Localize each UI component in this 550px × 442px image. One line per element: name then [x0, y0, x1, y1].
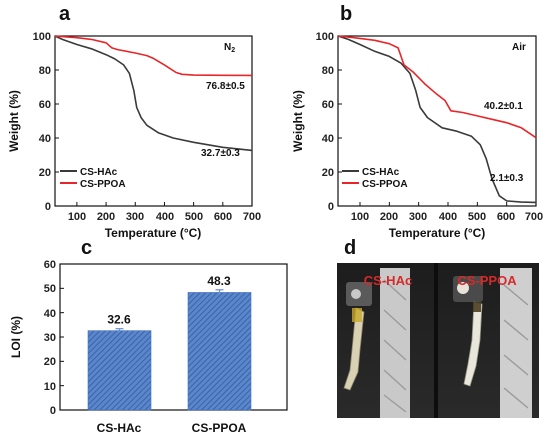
- right-sample-film: [463, 301, 483, 387]
- x-tick-a-400: 400: [156, 211, 174, 223]
- x-tick-b-400: 400: [439, 211, 457, 223]
- y-tick-b-0: 0: [328, 201, 334, 213]
- atmosphere-label-a: N2: [224, 42, 235, 54]
- x-tick-a-100: 100: [68, 211, 86, 223]
- legend-label-hac-b: CS-HAc: [362, 167, 400, 178]
- residue-label-ppoa-b: 40.2±0.1: [484, 101, 523, 112]
- photo-divider: [434, 263, 438, 418]
- atmosphere-label-b: Air: [512, 42, 526, 53]
- y-tick-a-100: 100: [33, 31, 51, 43]
- y-axis-label-c: LOI (%): [9, 316, 23, 358]
- x-tick-b-600: 600: [497, 211, 515, 223]
- y-tick-b-80: 80: [322, 65, 334, 77]
- right-support-texture: [503, 284, 529, 409]
- x-tick-b-500: 500: [468, 211, 486, 223]
- panel-letter-d: d: [344, 237, 356, 259]
- tga-chart-n2: 0 20 40 60 80 100 100 200 300 400 500 60…: [7, 31, 261, 240]
- panel-letter-c: c: [81, 237, 92, 259]
- x-category-cs-ppoa: CS-PPOA: [192, 421, 247, 435]
- y-tick-c-40: 40: [44, 308, 56, 320]
- series-line-cs-ppoa-b: [337, 35, 537, 139]
- left-char-zone: [352, 308, 362, 322]
- series-line-cs-ppoa-a: [54, 35, 253, 77]
- bar-value-cs-ppoa: 48.3: [207, 274, 231, 288]
- y-tick-c-30: 30: [44, 332, 56, 344]
- right-char-zone: [473, 302, 481, 312]
- x-tick-a-700: 700: [243, 211, 261, 223]
- y-tick-a-0: 0: [45, 201, 51, 213]
- photo-label-left: CS-HAc: [364, 273, 412, 288]
- photo-label-right: CS-PPOA: [457, 273, 517, 288]
- legend-label-hac-a: CS-HAc: [80, 167, 118, 178]
- y-axis-label-a: Weight (%): [7, 90, 21, 152]
- bar-cs-ppoa: [187, 292, 252, 411]
- y-tick-b-40: 40: [322, 133, 334, 145]
- residue-label-hac-a: 32.7±0.3: [201, 148, 240, 159]
- x-tick-b-700: 700: [525, 211, 543, 223]
- y-tick-a-60: 60: [39, 99, 51, 111]
- legend-label-ppoa-b: CS-PPOA: [362, 179, 408, 190]
- x-axis-label-b: Temperature (°C): [389, 226, 486, 240]
- left-sample-film: [343, 307, 365, 391]
- series-lines-a: [54, 35, 253, 152]
- right-clamp-knob: [457, 282, 469, 294]
- plot-frame-b: [337, 35, 537, 207]
- left-clamp-knob: [351, 289, 361, 299]
- plot-frame-a: [54, 35, 253, 207]
- y-tick-b-60: 60: [322, 99, 334, 111]
- error-bar-cs-ppoa: [215, 289, 224, 296]
- right-support-strip: [500, 268, 532, 418]
- n2-subscript: 2: [231, 47, 235, 54]
- axis-ticks-c: [60, 263, 64, 411]
- x-tick-b-300: 300: [409, 211, 427, 223]
- x-tick-a-600: 600: [214, 211, 232, 223]
- x-tick-a-200: 200: [97, 211, 115, 223]
- panel-letter-b: b: [340, 3, 352, 25]
- panel-letter-a: a: [59, 3, 71, 25]
- x-axis-label-a: Temperature (°C): [105, 226, 202, 240]
- left-support-texture: [383, 279, 407, 413]
- x-tick-a-300: 300: [126, 211, 144, 223]
- y-tick-c-20: 20: [44, 356, 56, 368]
- x-tick-a-500: 500: [185, 211, 203, 223]
- y-tick-c-10: 10: [44, 381, 56, 393]
- x-tick-b-100: 100: [351, 211, 369, 223]
- x-category-cs-hac: CS-HAc: [97, 421, 142, 435]
- bar-cs-hac: [87, 330, 152, 411]
- bar-value-cs-hac: 32.6: [107, 313, 131, 327]
- x-tick-b-200: 200: [380, 211, 398, 223]
- left-support-strip: [380, 268, 410, 418]
- burning-test-photo: CS-HAc CS-PPOA: [337, 263, 539, 418]
- y-tick-a-40: 40: [39, 133, 51, 145]
- y-axis-label-b: Weight (%): [291, 90, 305, 152]
- series-lines-b: [337, 35, 537, 204]
- residue-label-hac-b: 2.1±0.3: [490, 173, 524, 184]
- y-tick-c-0: 0: [50, 405, 56, 417]
- residue-label-ppoa-a: 76.8±0.5: [206, 81, 245, 92]
- y-tick-c-50: 50: [44, 283, 56, 295]
- error-bar-cs-hac: [115, 328, 124, 333]
- y-tick-a-80: 80: [39, 65, 51, 77]
- series-line-cs-hac-b: [337, 35, 537, 204]
- y-tick-a-20: 20: [39, 167, 51, 179]
- loi-bar-chart: 0 10 20 30 40 50 60 LOI (%) 32.6 48.3 CS…: [9, 259, 288, 435]
- legend-label-ppoa-a: CS-PPOA: [80, 179, 126, 190]
- y-tick-c-60: 60: [44, 259, 56, 271]
- tga-chart-air: 0 20 40 60 80 100 100 200 300 400 500 60…: [291, 31, 543, 240]
- y-tick-b-20: 20: [322, 167, 334, 179]
- y-tick-b-100: 100: [316, 31, 334, 43]
- series-line-cs-hac-a: [54, 35, 253, 152]
